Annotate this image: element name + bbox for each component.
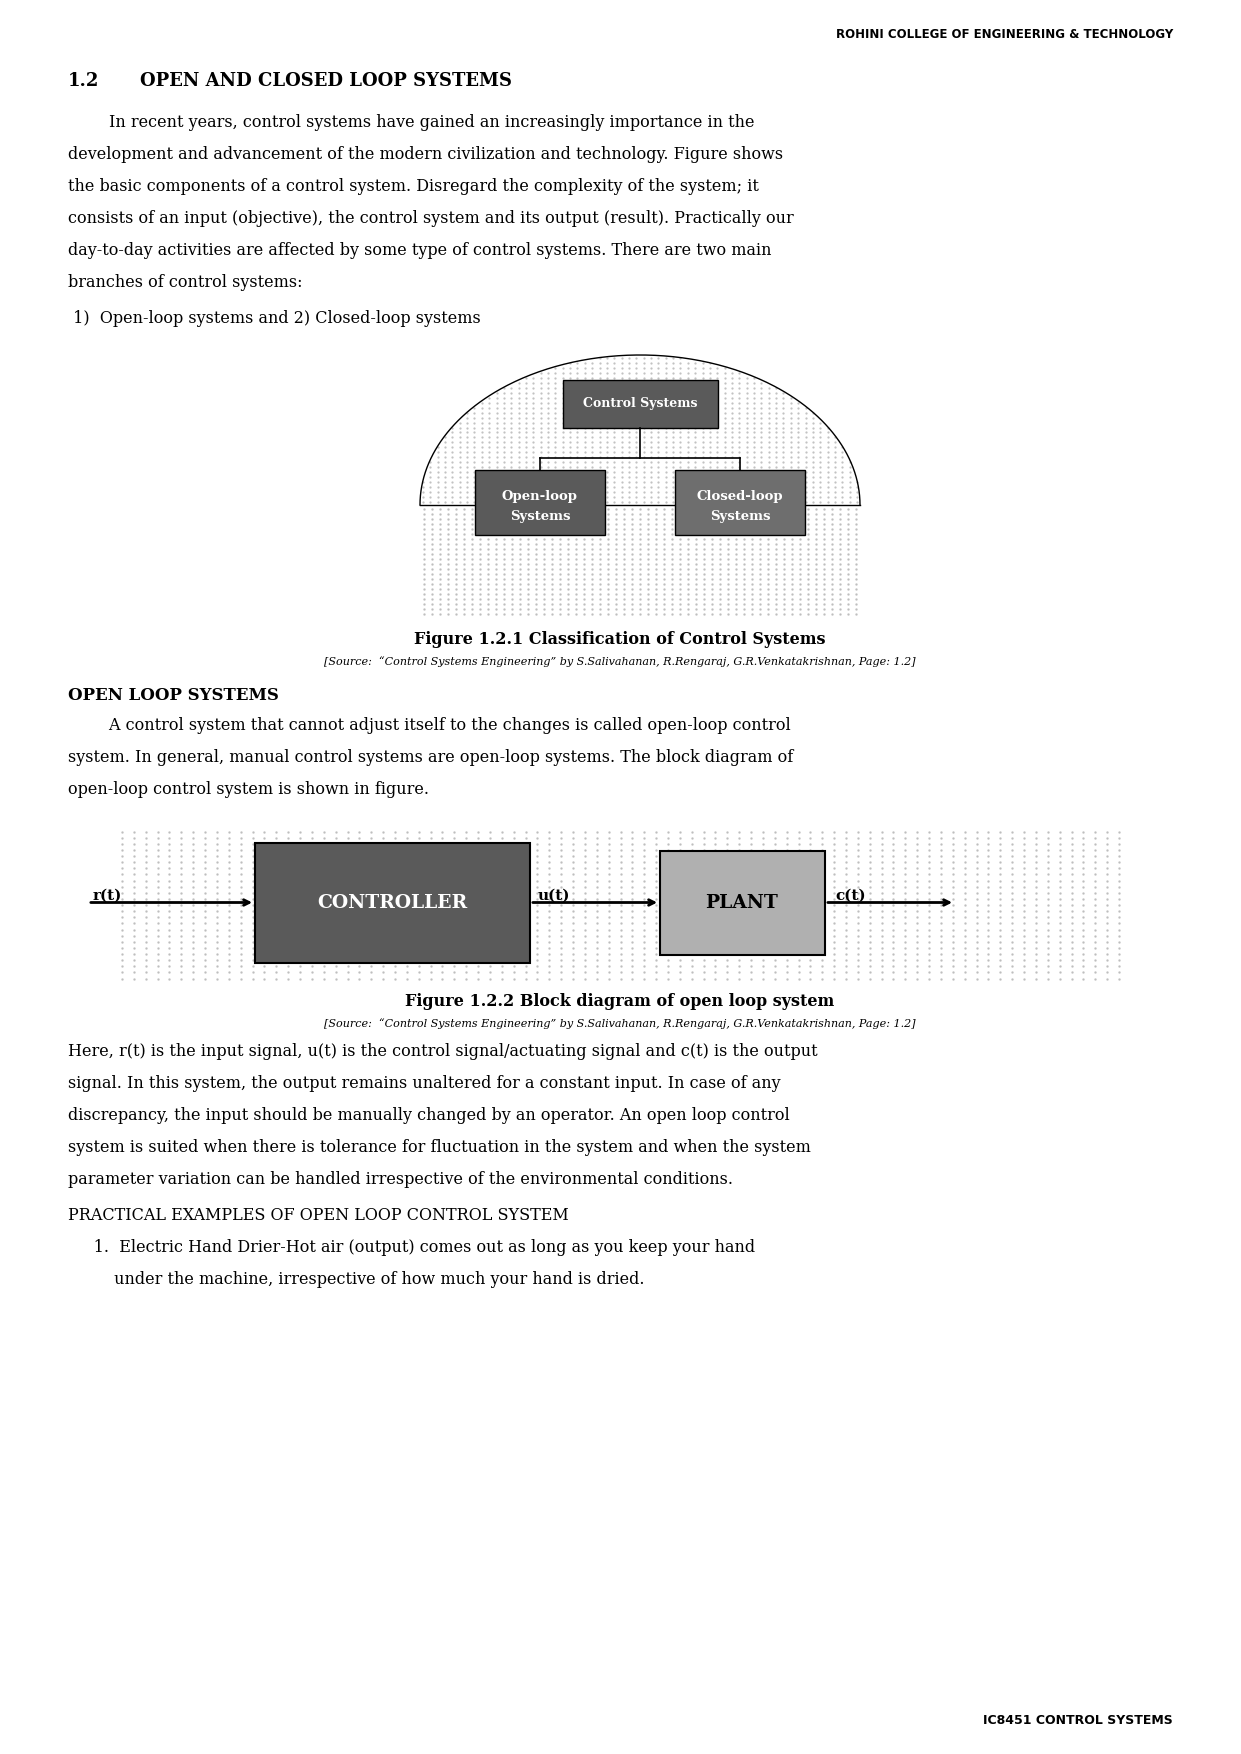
Text: day-to-day activities are affected by some type of control systems. There are tw: day-to-day activities are affected by so… [68, 242, 772, 260]
Text: Open-loop: Open-loop [503, 489, 578, 503]
Text: Figure 1.2.2 Block diagram of open loop system: Figure 1.2.2 Block diagram of open loop … [406, 993, 835, 1010]
Text: OPEN AND CLOSED LOOP SYSTEMS: OPEN AND CLOSED LOOP SYSTEMS [140, 72, 513, 89]
Text: [Source:  “Control Systems Engineering” by S.Salivahanan, R.Rengaraj, G.R.Venkat: [Source: “Control Systems Engineering” b… [324, 1019, 916, 1030]
Text: under the machine, irrespective of how much your hand is dried.: under the machine, irrespective of how m… [68, 1272, 644, 1289]
Text: PLANT: PLANT [706, 893, 778, 912]
Text: system is suited when there is tolerance for fluctuation in the system and when : system is suited when there is tolerance… [68, 1140, 810, 1156]
Text: IC8451 CONTROL SYSTEMS: IC8451 CONTROL SYSTEMS [983, 1714, 1173, 1728]
Text: CONTROLLER: CONTROLLER [316, 893, 467, 912]
Text: 1.2: 1.2 [68, 72, 99, 89]
Text: Closed-loop: Closed-loop [696, 489, 783, 503]
Text: open-loop control system is shown in figure.: open-loop control system is shown in fig… [68, 781, 429, 798]
Text: 1)  Open-loop systems and 2) Closed-loop systems: 1) Open-loop systems and 2) Closed-loop … [68, 310, 480, 326]
Text: ROHINI COLLEGE OF ENGINEERING & TECHNOLOGY: ROHINI COLLEGE OF ENGINEERING & TECHNOLO… [835, 28, 1173, 40]
FancyBboxPatch shape [563, 381, 719, 428]
Text: Systems: Systems [510, 510, 571, 523]
Text: In recent years, control systems have gained an increasingly importance in the: In recent years, control systems have ga… [68, 114, 755, 132]
Text: the basic components of a control system. Disregard the complexity of the system: the basic components of a control system… [68, 177, 759, 195]
FancyBboxPatch shape [660, 851, 825, 954]
Text: OPEN LOOP SYSTEMS: OPEN LOOP SYSTEMS [68, 686, 279, 703]
Text: discrepancy, the input should be manually changed by an operator. An open loop c: discrepancy, the input should be manuall… [68, 1107, 789, 1124]
Text: c(t): c(t) [835, 889, 866, 903]
Text: parameter variation can be handled irrespective of the environmental conditions.: parameter variation can be handled irres… [68, 1172, 733, 1189]
Text: system. In general, manual control systems are open-loop systems. The block diag: system. In general, manual control syste… [68, 749, 793, 765]
Text: Figure 1.2.1 Classification of Control Systems: Figure 1.2.1 Classification of Control S… [414, 630, 825, 647]
FancyBboxPatch shape [475, 470, 606, 535]
Text: development and advancement of the modern civilization and technology. Figure sh: development and advancement of the moder… [68, 146, 783, 163]
Text: [Source:  “Control Systems Engineering” by S.Salivahanan, R.Rengaraj, G.R.Venkat: [Source: “Control Systems Engineering” b… [324, 656, 916, 667]
Text: Here, r(t) is the input signal, u(t) is the control signal/actuating signal and : Here, r(t) is the input signal, u(t) is … [68, 1044, 818, 1061]
Text: branches of control systems:: branches of control systems: [68, 274, 303, 291]
Text: r(t): r(t) [93, 889, 123, 903]
Text: consists of an input (objective), the control system and its output (result). Pr: consists of an input (objective), the co… [68, 210, 794, 226]
Text: Systems: Systems [710, 510, 771, 523]
FancyBboxPatch shape [254, 842, 530, 963]
Text: Control Systems: Control Systems [583, 398, 697, 410]
Text: signal. In this system, the output remains unaltered for a constant input. In ca: signal. In this system, the output remai… [68, 1075, 781, 1093]
Text: PRACTICAL EXAMPLES OF OPEN LOOP CONTROL SYSTEM: PRACTICAL EXAMPLES OF OPEN LOOP CONTROL … [68, 1207, 568, 1224]
FancyBboxPatch shape [675, 470, 805, 535]
Text: u(t): u(t) [539, 889, 571, 903]
Text: A control system that cannot adjust itself to the changes is called open-loop co: A control system that cannot adjust itse… [68, 716, 791, 733]
Text: 1.  Electric Hand Drier-Hot air (output) comes out as long as you keep your hand: 1. Electric Hand Drier-Hot air (output) … [68, 1240, 755, 1256]
